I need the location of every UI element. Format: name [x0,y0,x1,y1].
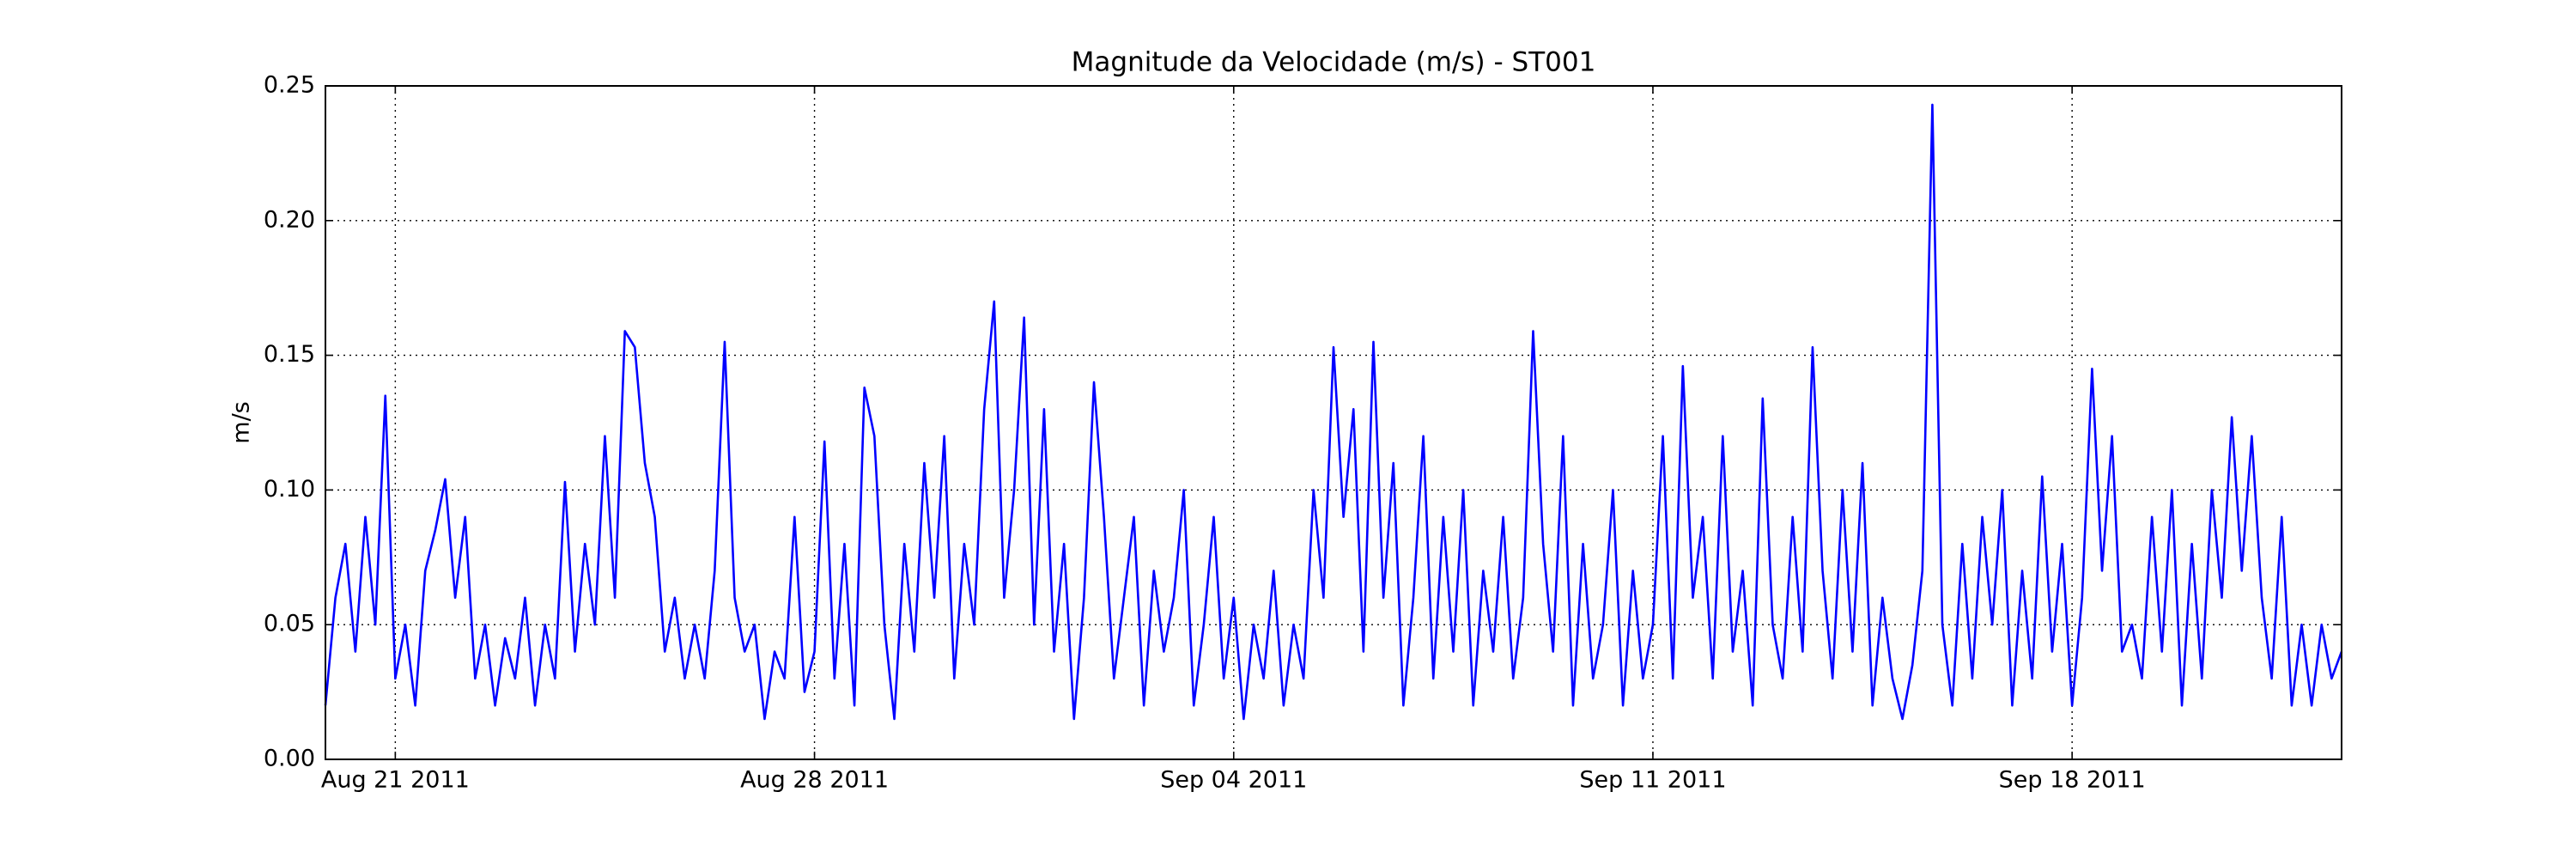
chart-title: Magnitude da Velocidade (m/s) - ST001 [1072,47,1596,78]
x-tick-label: Sep 11 2011 [1579,767,1726,794]
x-tick-label: Sep 18 2011 [1999,767,2146,794]
x-tick-label: Sep 04 2011 [1160,767,1307,794]
y-tick-label: 0.05 [264,611,315,637]
data-line [324,103,2343,721]
y-tick-label: 0.25 [264,72,315,99]
y-tick-label: 0.10 [264,476,315,503]
x-tick-label: Aug 21 2011 [321,767,470,794]
y-tick-label: 0.15 [264,341,315,368]
y-tick-label: 0.00 [264,746,315,772]
y-tick-label: 0.20 [264,206,315,233]
y-axis-label: m/s [228,401,255,443]
x-tick-label: Aug 28 2011 [740,767,889,794]
plot-frame [325,85,2342,760]
